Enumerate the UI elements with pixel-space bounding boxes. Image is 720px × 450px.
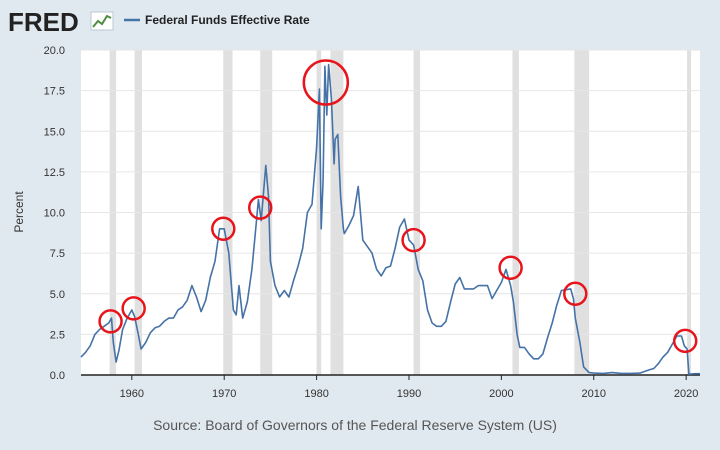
highlight-circle — [563, 281, 588, 306]
highlight-circle — [121, 296, 146, 321]
highlight-circle — [211, 216, 236, 241]
fred-logo[interactable]: FRED — [8, 7, 114, 37]
y-tick-label: 17.5 — [44, 86, 65, 98]
y-tick-label: 15.0 — [44, 126, 65, 138]
x-tick-label: 2000 — [489, 388, 513, 400]
y-tick-label: 12.5 — [44, 167, 65, 179]
x-tick-label: 1970 — [212, 388, 236, 400]
highlight-circle — [302, 59, 350, 106]
fred-logo-text: FRED — [8, 7, 79, 37]
y-tick-label: 0.0 — [50, 370, 65, 382]
x-tick-label: 2020 — [674, 388, 698, 400]
y-tick-label: 7.5 — [50, 248, 65, 260]
y-axis: 0.0 2.5 5.0 7.5 10.0 12.5 15.0 17.5 20.0 — [44, 45, 65, 382]
x-axis: 1960 1970 1980 1990 2000 2010 2020 — [81, 374, 700, 400]
y-tick-label: 10.0 — [44, 208, 65, 220]
annotation-layer — [98, 59, 698, 354]
highlight-circle — [98, 309, 123, 334]
legend-label: Federal Funds Effective Rate — [145, 13, 310, 27]
y-tick-label: 5.0 — [50, 289, 65, 301]
y-axis-title: Percent — [12, 191, 26, 233]
source-note: Source: Board of Governors of the Federa… — [153, 417, 557, 433]
x-tick-label: 1960 — [120, 388, 144, 400]
chart-legend: Federal Funds Effective Rate — [124, 13, 310, 27]
highlight-circle — [247, 195, 273, 220]
highlight-circle — [672, 328, 698, 354]
x-tick-label: 1990 — [397, 388, 421, 400]
series-line — [80, 63, 700, 375]
highlight-circle — [401, 227, 426, 253]
x-tick-label: 2010 — [582, 388, 606, 400]
y-tick-label: 2.5 — [50, 329, 65, 341]
y-tick-label: 20.0 — [44, 45, 65, 57]
highlight-circle — [498, 255, 523, 280]
gridlines — [81, 49, 700, 376]
line-chart-icon — [90, 11, 114, 31]
x-tick-label: 1980 — [304, 388, 328, 400]
series-layer — [80, 63, 700, 375]
